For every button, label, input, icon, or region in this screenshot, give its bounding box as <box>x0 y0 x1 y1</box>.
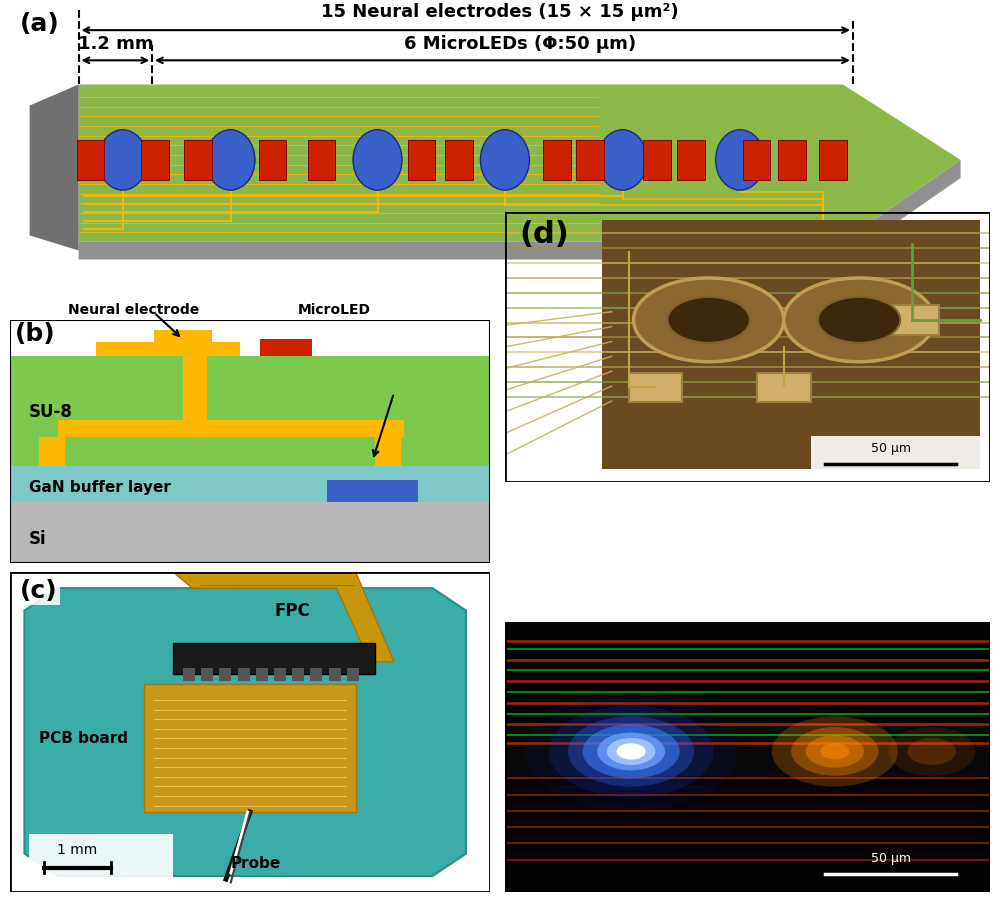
Circle shape <box>568 716 694 787</box>
Text: Si: Si <box>29 530 47 548</box>
Ellipse shape <box>716 130 765 190</box>
Text: (a): (a) <box>20 12 60 36</box>
Ellipse shape <box>480 130 529 190</box>
Bar <box>201 668 213 681</box>
Circle shape <box>583 724 680 778</box>
Circle shape <box>818 297 900 343</box>
Bar <box>819 141 847 179</box>
Text: PCB board: PCB board <box>39 731 128 746</box>
Bar <box>183 668 195 681</box>
Bar <box>10 356 490 466</box>
Bar <box>811 436 980 474</box>
Bar <box>39 437 65 466</box>
Bar <box>543 141 571 179</box>
Polygon shape <box>30 85 79 250</box>
Bar <box>58 420 404 437</box>
Circle shape <box>634 278 784 361</box>
Bar <box>329 668 341 681</box>
Bar <box>602 220 980 469</box>
Circle shape <box>784 278 934 361</box>
Circle shape <box>617 743 646 760</box>
Bar <box>29 834 173 879</box>
Bar <box>310 668 322 681</box>
Circle shape <box>597 733 665 770</box>
Text: (b): (b) <box>15 323 55 346</box>
Bar <box>308 141 335 179</box>
Bar <box>183 356 207 420</box>
Bar <box>184 141 212 179</box>
Circle shape <box>888 727 975 776</box>
Ellipse shape <box>98 130 147 190</box>
Bar <box>77 141 104 179</box>
Text: 6 MicroLEDs (Φ:50 μm): 6 MicroLEDs (Φ:50 μm) <box>404 35 636 53</box>
Text: 50 μm: 50 μm <box>871 442 911 455</box>
Circle shape <box>607 738 655 765</box>
Bar <box>778 141 806 179</box>
Text: SU-8: SU-8 <box>29 404 73 422</box>
Bar <box>238 668 250 681</box>
Circle shape <box>820 743 849 760</box>
Ellipse shape <box>598 130 647 190</box>
Text: FPC: FPC <box>274 602 310 620</box>
Bar <box>141 141 169 179</box>
Circle shape <box>791 727 878 776</box>
Bar <box>408 141 435 179</box>
Text: 50 μm: 50 μm <box>871 852 911 865</box>
Circle shape <box>908 738 956 765</box>
Text: MicroLED: MicroLED <box>298 303 371 317</box>
Bar <box>219 668 231 681</box>
Bar <box>154 330 212 341</box>
Ellipse shape <box>206 130 255 190</box>
Bar <box>445 141 473 179</box>
Text: 15 Neural electrodes (15 × 15 μm²): 15 Neural electrodes (15 × 15 μm²) <box>321 3 679 21</box>
Bar <box>643 141 671 179</box>
Bar <box>260 340 312 356</box>
Bar <box>886 305 939 334</box>
Bar <box>10 466 490 503</box>
Text: (d): (d) <box>520 220 569 249</box>
Bar <box>677 141 705 179</box>
Ellipse shape <box>353 130 402 190</box>
Bar <box>327 480 418 503</box>
Bar <box>144 684 356 812</box>
Bar <box>505 727 990 776</box>
Bar <box>576 141 604 179</box>
Text: (c): (c) <box>20 578 57 603</box>
Text: 1.2 mm: 1.2 mm <box>78 35 154 53</box>
Bar <box>347 668 359 681</box>
Bar <box>629 373 682 402</box>
Bar <box>274 668 286 681</box>
Polygon shape <box>24 588 466 876</box>
Polygon shape <box>79 160 961 259</box>
Circle shape <box>772 716 898 787</box>
Text: Probe: Probe <box>231 856 281 870</box>
Bar <box>757 373 811 402</box>
Text: Neural electrode: Neural electrode <box>68 303 199 317</box>
Bar <box>173 642 375 675</box>
Bar <box>256 668 268 681</box>
Circle shape <box>806 735 864 768</box>
Text: GaN buffer layer: GaN buffer layer <box>29 480 171 496</box>
Circle shape <box>549 705 714 797</box>
Text: 1 mm: 1 mm <box>57 842 97 857</box>
Polygon shape <box>79 85 961 250</box>
Circle shape <box>667 297 750 343</box>
Bar <box>375 420 401 466</box>
Bar <box>292 668 304 681</box>
Bar <box>10 503 490 563</box>
Circle shape <box>524 692 738 811</box>
Polygon shape <box>173 572 394 661</box>
Bar <box>259 141 286 179</box>
Bar <box>743 141 770 179</box>
Bar <box>96 341 240 356</box>
